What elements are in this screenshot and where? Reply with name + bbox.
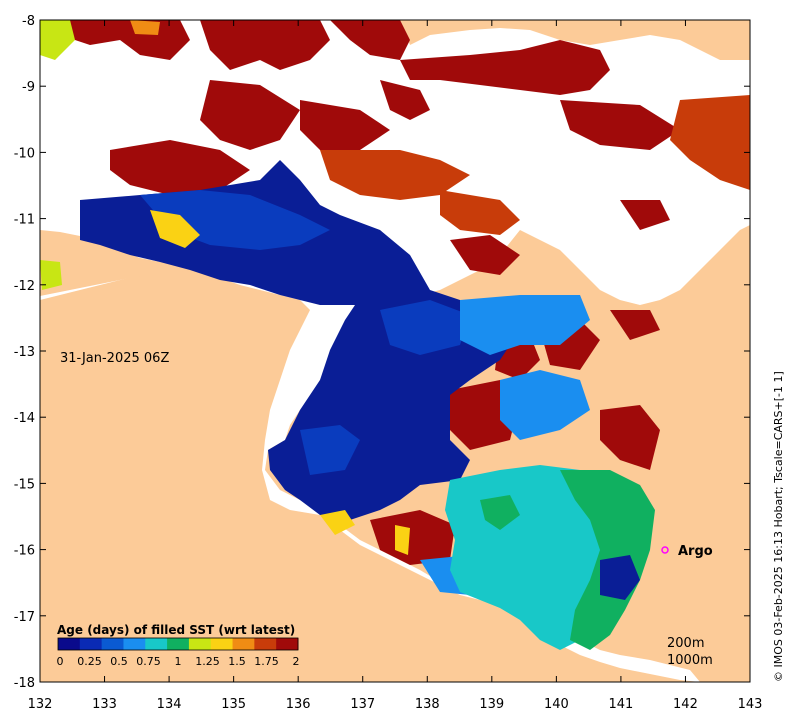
colorbar-tick-label: 1 (175, 655, 182, 668)
colorbar-swatch (79, 638, 103, 650)
x-tick-label: 136 (286, 697, 311, 712)
y-tick-label: -10 (14, 146, 35, 161)
argo-label: Argo (678, 544, 713, 559)
colorbar-swatches (58, 638, 299, 650)
x-tick-label: 140 (544, 697, 569, 712)
x-tick-label: 141 (608, 697, 633, 712)
x-axis: 132 133 134 135 136 137 138 139 140 141 142 143 (28, 20, 763, 712)
colorbar-tick-label: 1.5 (228, 655, 246, 668)
colorbar-tick-label: 0 (57, 655, 64, 668)
x-tick-label: 133 (92, 697, 117, 712)
argo-marker-icon (661, 546, 669, 554)
colorbar-tick-label: 2 (293, 655, 300, 668)
colorbar-tick-label: 0.5 (110, 655, 128, 668)
colorbar-swatch (188, 638, 212, 650)
depth-label-1000m: 1000m (667, 653, 713, 668)
x-tick-label: 134 (157, 697, 182, 712)
y-tick-label: -12 (14, 279, 35, 294)
colorbar-tick-label: 0.25 (77, 655, 102, 668)
y-tick-label: -18 (14, 676, 35, 691)
depth-label-200m: 200m (667, 636, 704, 651)
colorbar-swatch (276, 638, 299, 650)
x-tick-label: 135 (221, 697, 246, 712)
y-tick-label: -14 (14, 411, 35, 426)
colorbar-swatch (232, 638, 255, 650)
y-tick-label: -8 (22, 14, 35, 29)
colorbar-frame (57, 637, 299, 651)
x-tick-label: 139 (479, 697, 504, 712)
x-tick-label: 137 (350, 697, 375, 712)
colorbar-ticks: 0 0.25 0.5 0.75 1 1.25 1.5 1.75 2 (57, 655, 300, 668)
colorbar-swatch (58, 638, 81, 650)
x-tick-label: 132 (28, 697, 53, 712)
colorbar-tick-label: 1.25 (195, 655, 220, 668)
y-tick-label: -16 (14, 544, 35, 559)
x-tick-label: 142 (673, 697, 698, 712)
colorbar-swatch (167, 638, 190, 650)
colorbar-swatch (210, 638, 234, 650)
y-tick-label: -13 (14, 345, 35, 360)
colorbar-swatch (101, 638, 124, 650)
x-tick-label: 138 (415, 697, 440, 712)
y-tick-label: -11 (14, 213, 35, 228)
y-tick-label: -17 (14, 610, 35, 625)
y-tick-label: -15 (14, 477, 35, 492)
timestamp-label: 31-Jan-2025 06Z (60, 351, 169, 366)
y-axis: -8 -9 -10 -11 -12 -13 -14 -15 -16 -17 -18 (14, 14, 750, 691)
colorbar-title: Age (days) of filled SST (wrt latest) (57, 623, 295, 637)
colorbar-swatch (145, 638, 168, 650)
colorbar-tick-label: 1.75 (254, 655, 279, 668)
sst-data-layer (40, 20, 750, 650)
colorbar-tick-label: 0.75 (136, 655, 161, 668)
x-tick-label: 143 (738, 697, 763, 712)
colorbar-swatch (123, 638, 146, 650)
colorbar-swatch (254, 638, 277, 650)
y-tick-label: -9 (22, 80, 35, 95)
credit-text: © IMOS 03-Feb-2025 16:13 Hobart; Tscale=… (772, 371, 785, 682)
